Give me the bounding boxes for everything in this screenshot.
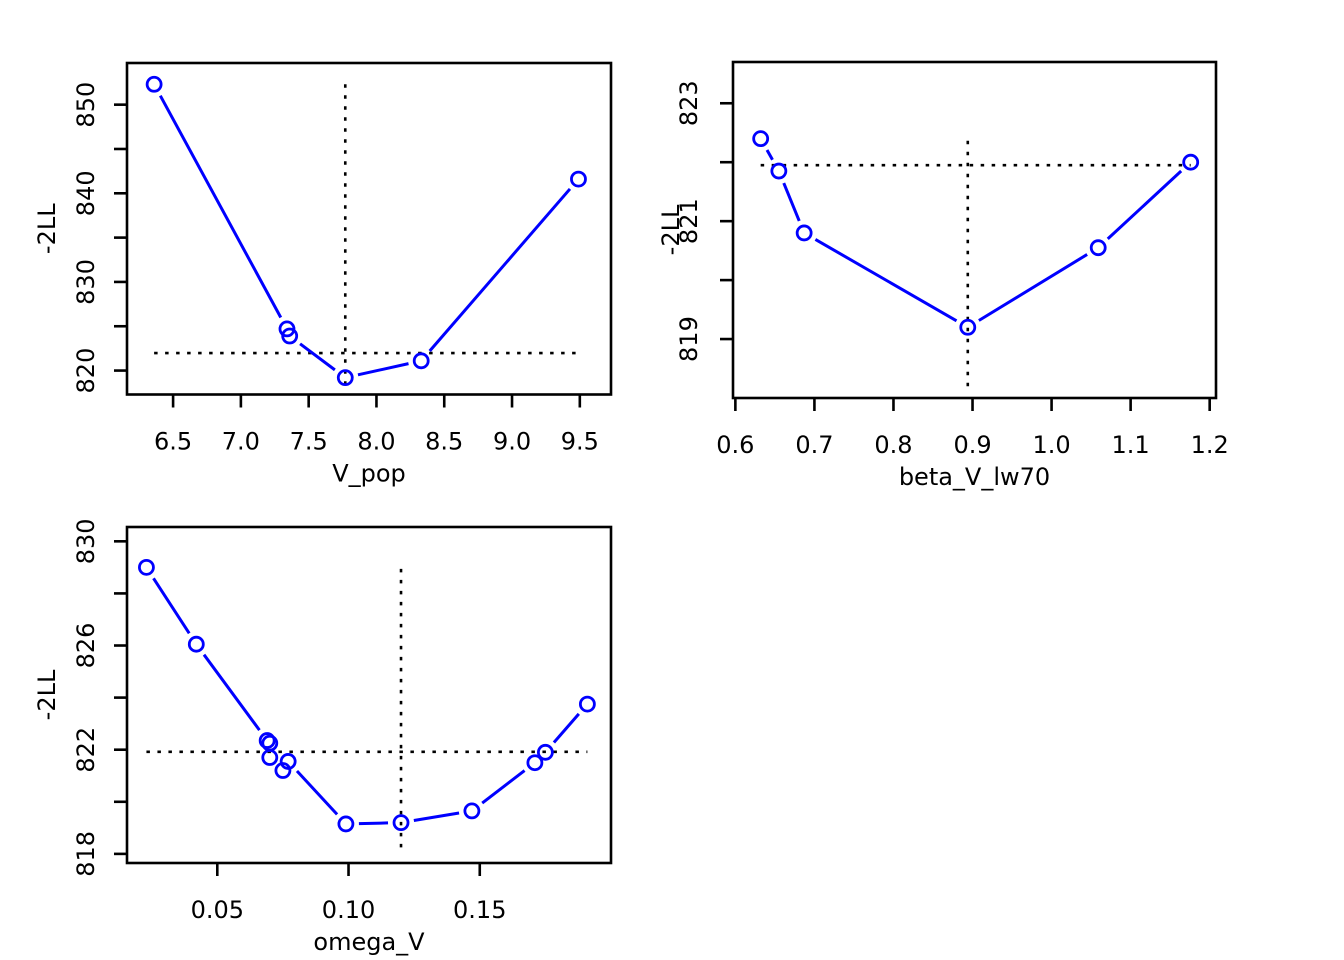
x-tick-label: 0.7 — [795, 431, 833, 459]
profile-line-segment — [481, 769, 526, 805]
y-tick-label: 821 — [675, 198, 703, 244]
x-tick-label: 1.0 — [1032, 431, 1070, 459]
data-point-marker — [959, 318, 977, 336]
profile-line-segment — [552, 712, 580, 744]
y-axis-title: -2LL — [33, 203, 61, 254]
data-point-marker — [337, 815, 355, 833]
data-point-marker — [279, 753, 297, 770]
data-point-marker — [145, 75, 163, 93]
x-tick-label: 6.5 — [154, 428, 192, 456]
y-tick-label: 819 — [675, 316, 703, 362]
profile-line-segment — [814, 238, 958, 323]
x-tick-label: 1.2 — [1191, 431, 1229, 459]
data-point-marker — [1182, 153, 1200, 171]
plot-box — [731, 60, 1218, 400]
data-point-marker — [392, 814, 410, 832]
profile-line-segment — [428, 187, 572, 352]
y-axis-title: -2LL — [33, 669, 61, 720]
data-point-marker — [570, 170, 587, 188]
profile-line-segment — [765, 149, 774, 161]
x-tick-label: 9.0 — [493, 428, 531, 456]
y-tick-label: 818 — [72, 831, 100, 877]
profile-line-segment — [299, 342, 336, 372]
x-tick-label: 7.5 — [290, 428, 328, 456]
data-point-marker — [1089, 239, 1107, 257]
data-point-marker — [258, 732, 276, 749]
profile-line-segment — [358, 821, 389, 826]
y-tick-label: 822 — [72, 727, 100, 773]
profile-line-segment — [782, 182, 801, 222]
data-point-marker — [336, 369, 354, 387]
x-tick-label: 1.1 — [1112, 431, 1150, 459]
profile-line-segment — [295, 769, 339, 816]
x-tick-label: 9.5 — [561, 428, 599, 456]
x-tick-label: 0.10 — [322, 896, 375, 924]
data-point-marker — [138, 558, 155, 576]
x-tick-label: 7.0 — [222, 428, 260, 456]
x-tick-label: 8.0 — [357, 428, 395, 456]
y-tick-label: 840 — [72, 170, 100, 216]
plot-box — [125, 61, 613, 396]
x-tick-label: 0.05 — [191, 896, 244, 924]
x-tick-label: 0.9 — [953, 431, 991, 459]
x-tick-label: 8.5 — [425, 428, 463, 456]
x-tick-label: 0.6 — [716, 431, 754, 459]
plot-box — [125, 525, 613, 865]
data-point-marker — [412, 352, 430, 370]
profile-line-segment — [202, 653, 261, 731]
y-tick-label: 830 — [72, 518, 100, 564]
y-tick-label: 826 — [72, 623, 100, 669]
profile-line-segment — [978, 253, 1088, 322]
y-axis-title: -2LL — [657, 204, 685, 255]
x-axis-title: omega_V — [313, 928, 425, 956]
profile-line-segment — [152, 577, 191, 635]
profile-line-segment — [1106, 169, 1183, 240]
profile-line-segment — [357, 362, 409, 377]
data-point-marker — [281, 327, 299, 345]
y-tick-label: 823 — [675, 80, 703, 126]
data-point-marker — [770, 162, 788, 180]
x-tick-label: 0.15 — [453, 896, 506, 924]
data-point-marker — [578, 695, 596, 713]
data-point-marker — [752, 130, 770, 148]
x-axis-title: beta_V_lw70 — [899, 463, 1050, 491]
data-point-marker — [526, 754, 544, 772]
y-tick-label: 830 — [72, 259, 100, 305]
data-point-marker — [187, 635, 205, 653]
x-tick-label: 0.8 — [874, 431, 912, 459]
profile-line-segment — [413, 811, 460, 822]
data-point-marker — [463, 802, 481, 820]
y-tick-label: 850 — [72, 82, 100, 128]
x-axis-title: V_pop — [332, 460, 406, 488]
data-point-marker — [795, 224, 813, 242]
profile-line-segment — [159, 94, 283, 319]
data-point-marker — [261, 749, 279, 766]
y-tick-label: 820 — [72, 348, 100, 394]
data-point-marker — [536, 743, 554, 761]
